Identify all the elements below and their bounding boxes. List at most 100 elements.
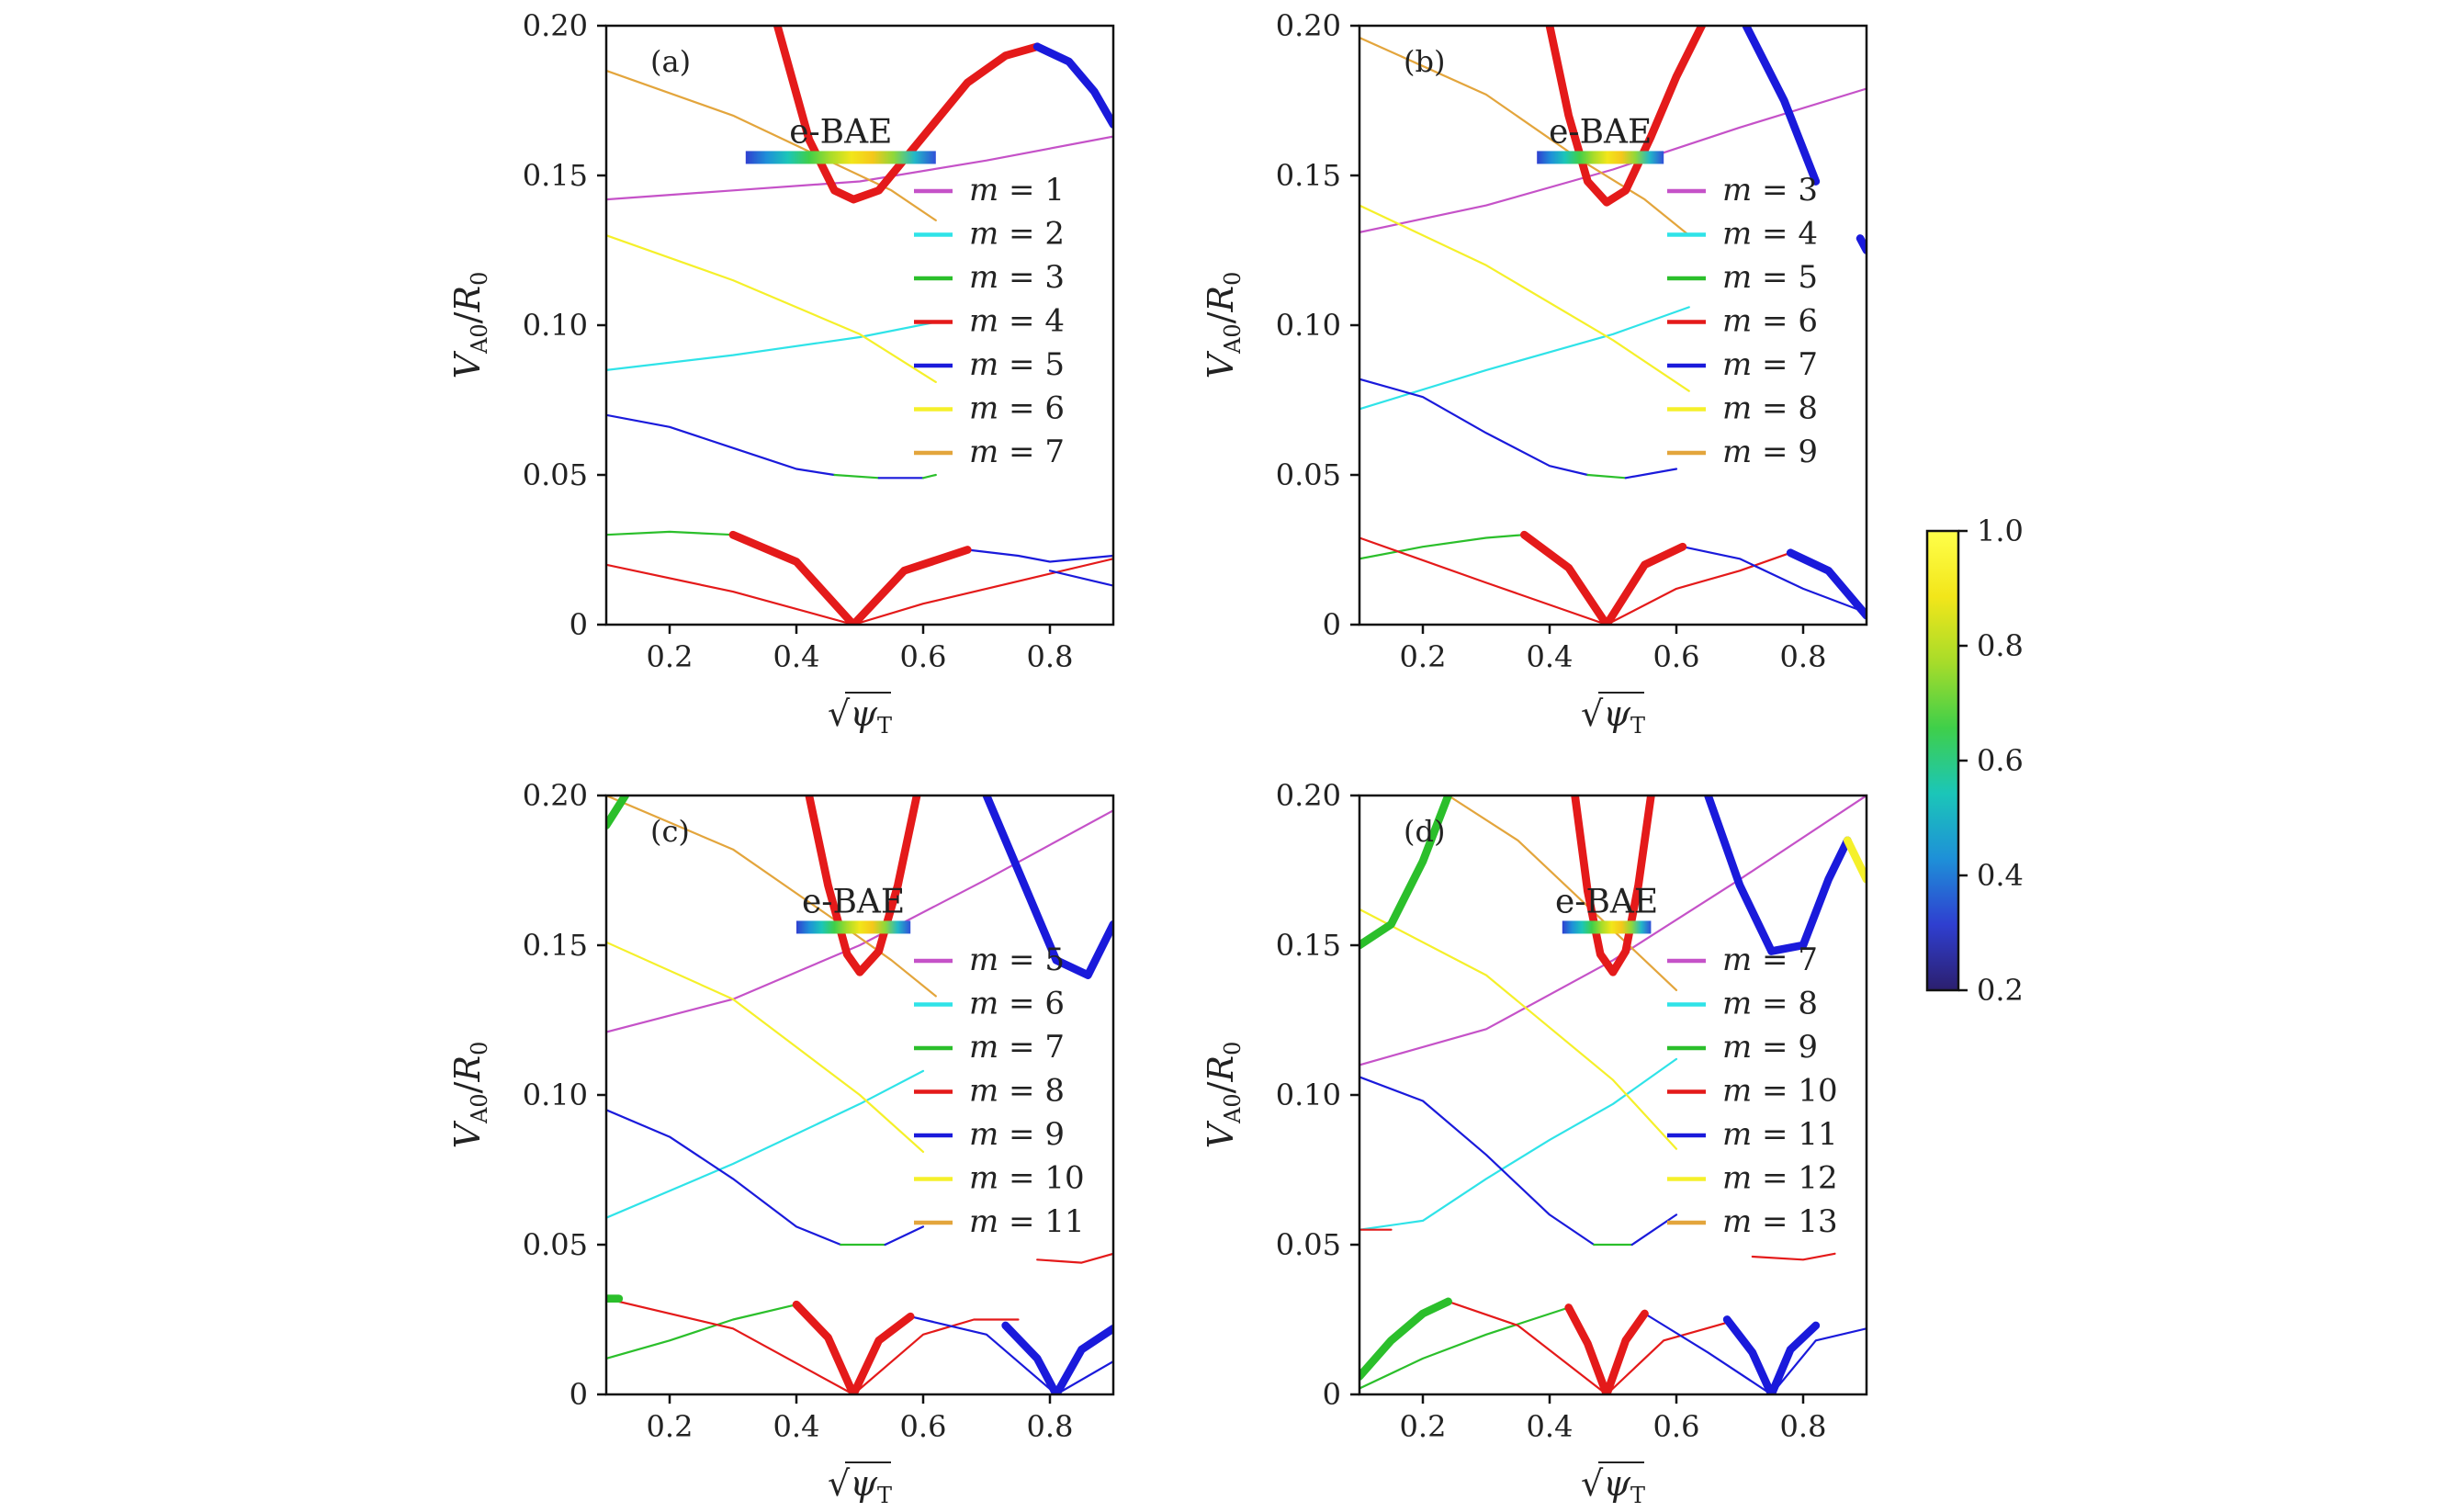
series-line-1 (1359, 306, 1690, 411)
series-line-8 (606, 530, 735, 536)
series-line-2 (1359, 204, 1690, 392)
ebae-bar (745, 151, 936, 164)
legend-label: m = 9 (969, 1116, 1065, 1153)
series-line-4 (1359, 1076, 1596, 1247)
x-tick-label: 0.8 (1027, 1409, 1074, 1444)
legend-label: m = 7 (1722, 346, 1818, 383)
legend-label: m = 5 (969, 346, 1065, 383)
y-tick-label: 0.15 (523, 928, 588, 963)
y-tick-label: 0.10 (1276, 1078, 1341, 1112)
x-axis-label: √ψT (1581, 694, 1645, 739)
y-axis-label: VA0/R0 (1201, 1042, 1246, 1149)
series-line-8 (1359, 536, 1792, 625)
legend-label: m = 6 (969, 390, 1065, 427)
legend-label: m = 1 (969, 172, 1065, 209)
series-line-14 (1032, 42, 1113, 129)
ebae-label: e-BAE (802, 883, 905, 920)
series-line-14 (606, 795, 630, 829)
legend-label: m = 4 (969, 303, 1065, 340)
series-line-1 (1359, 1057, 1678, 1231)
series-line-7 (1359, 534, 1526, 560)
series-line-0 (606, 809, 1113, 1033)
x-tick-label: 0.6 (1653, 639, 1700, 674)
series-line-4 (1359, 378, 1589, 477)
legend-label: m = 6 (969, 986, 1065, 1022)
legend-label: m = 12 (1722, 1160, 1838, 1197)
legend: m = 3 m = 4 m = 5 m = 6 m = 7 m = 8 m = 9 (1667, 172, 1818, 470)
series-line-8 (1359, 1306, 1570, 1390)
series-line-11 (1359, 1297, 1452, 1381)
series-line-5 (833, 473, 880, 480)
series-group (1359, 26, 1867, 625)
series-line-16 (1036, 1252, 1113, 1264)
panel-b: 0 0.05 0.10 0.15 0.20 0.2 0.4 0.6 0.8 √ψT VA0/R0 (b… (1201, 8, 1868, 739)
colorbar-tick-label: 1.0 (1977, 513, 2024, 548)
legend-label: m = 7 (969, 1029, 1065, 1066)
series-line-12 (1545, 26, 1706, 207)
y-tick-label: 0.05 (1276, 1227, 1341, 1262)
series-line-14 (1571, 795, 1655, 976)
series-line-10 (966, 548, 1113, 563)
series-line-0 (606, 135, 1113, 201)
series-line-2 (606, 941, 925, 1153)
series-line-2 (606, 234, 937, 383)
legend: m = 7 m = 8 m = 9 m = 10 m = 11 m = 12 m = 13 (1667, 942, 1838, 1240)
ebae-bar (1537, 151, 1664, 164)
ebae-bar (796, 920, 911, 934)
legend-label: m = 8 (969, 1073, 1065, 1110)
y-tick-label: 0.10 (1276, 308, 1341, 343)
series-line-9 (909, 1315, 1113, 1394)
series-line-13 (1742, 26, 1821, 186)
y-tick-label: 0.20 (1276, 8, 1341, 43)
ebae-label: e-BAE (1555, 883, 1658, 920)
colorbar-gradient (1925, 529, 1960, 992)
series-line-6 (1624, 468, 1678, 480)
legend-label: m = 3 (969, 259, 1065, 296)
x-tick-label: 0.6 (900, 1409, 947, 1444)
x-tick-label: 0.2 (1400, 1409, 1447, 1444)
colorbar: 0.2 0.4 0.6 0.8 1.0 (1925, 513, 2024, 1008)
y-tick-label: 0 (1323, 607, 1341, 642)
colorbar-tick-label: 0.8 (1977, 628, 2024, 663)
legend-label: m = 7 (969, 434, 1065, 470)
y-tick-label: 0 (570, 607, 588, 642)
y-tick-label: 0.05 (523, 457, 588, 492)
series-group (606, 795, 1113, 1394)
panel-label: (a) (650, 44, 691, 79)
ebae-label: e-BAE (1549, 113, 1652, 151)
legend-label: m = 4 (1722, 216, 1818, 253)
series-line-3 (606, 795, 937, 998)
colorbar-tick-label: 0.6 (1977, 743, 2024, 778)
legend-label: m = 5 (969, 942, 1065, 978)
x-tick-label: 0.2 (647, 1409, 694, 1444)
series-line-10 (792, 1300, 915, 1394)
legend-label: m = 9 (1722, 434, 1818, 470)
series-group (1359, 795, 1867, 1394)
legend-label: m = 3 (1722, 172, 1818, 209)
panel-label: (b) (1404, 44, 1445, 79)
series-line-6 (1630, 1213, 1678, 1247)
series-line-0 (1359, 795, 1867, 1066)
series-line-1 (606, 1069, 925, 1219)
series-line-17 (1359, 795, 1452, 950)
panel-d: 0 0.05 0.10 0.15 0.20 0.2 0.4 0.6 0.8 √ψT VA0/R0 (d… (1201, 778, 1868, 1508)
y-tick-label: 0.15 (1276, 158, 1341, 193)
legend: m = 5 m = 6 m = 7 m = 8 m = 9 m = 10 m = 11 (914, 942, 1085, 1240)
y-tick-label: 0 (1323, 1377, 1341, 1412)
series-line-7 (606, 1303, 798, 1360)
x-tick-label: 0.4 (773, 1409, 820, 1444)
series-line-10 (1520, 530, 1687, 625)
y-tick-label: 0.20 (1276, 778, 1341, 813)
x-tick-label: 0.8 (1027, 639, 1074, 674)
y-tick-label: 0.15 (523, 158, 588, 193)
series-line-9 (1681, 546, 1867, 615)
y-tick-label: 0.10 (523, 308, 588, 343)
x-axis-label: √ψT (828, 694, 892, 739)
y-tick-label: 0.05 (1276, 457, 1341, 492)
x-axis-label: √ψT (828, 1463, 892, 1508)
y-tick-label: 0 (570, 1377, 588, 1412)
legend-label: m = 6 (1722, 303, 1818, 340)
y-axis-label: VA0/R0 (1201, 272, 1246, 379)
y-tick-label: 0.05 (523, 1227, 588, 1262)
series-line-18 (1751, 1252, 1836, 1261)
